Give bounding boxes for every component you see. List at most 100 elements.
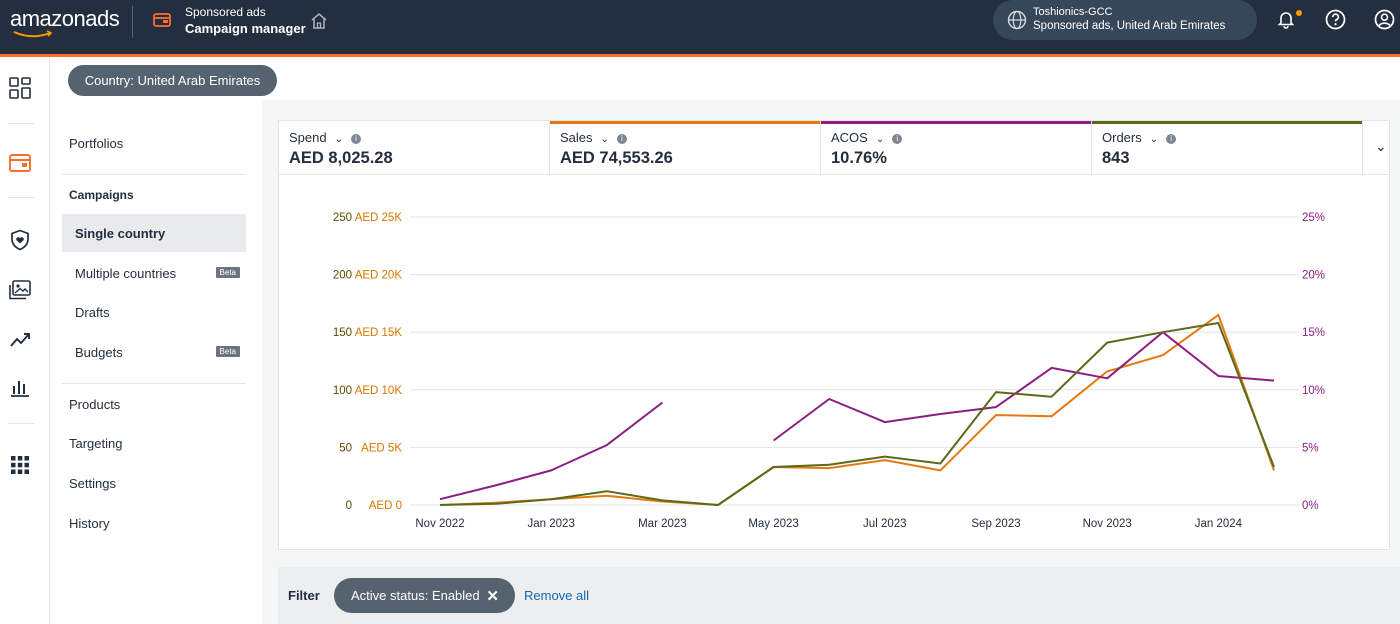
media-library-icon[interactable] bbox=[9, 279, 31, 301]
x-tick-label: Jan 2024 bbox=[1195, 518, 1243, 530]
nav-divider bbox=[62, 174, 246, 175]
chevron-down-icon: ⌄ bbox=[875, 134, 885, 145]
nav-campaigns-header[interactable]: Campaigns bbox=[69, 188, 134, 202]
home-icon[interactable] bbox=[310, 12, 328, 30]
product-line-2: Campaign manager bbox=[185, 21, 306, 36]
info-icon: i bbox=[350, 134, 361, 144]
nav-single-country[interactable]: Single country bbox=[62, 214, 246, 252]
globe-icon bbox=[1007, 10, 1027, 30]
x-tick-label: May 2023 bbox=[748, 518, 799, 530]
series-line-orders bbox=[439, 322, 1275, 506]
nav-settings[interactable]: Settings bbox=[69, 476, 116, 491]
metric-value: 843 bbox=[1102, 149, 1130, 167]
filter-label: Filter bbox=[288, 588, 320, 603]
filter-bar: Filter Active status: Enabled ✕ Remove a… bbox=[278, 567, 1400, 624]
nav-products[interactable]: Products bbox=[69, 397, 121, 412]
performance-chart: 0 AED 0 0% 50 AED 5K 5% 100 AED 10K 10% 150 AED 15… bbox=[333, 212, 1325, 530]
account-marketplace: Sponsored ads, United Arab Emirates bbox=[1033, 20, 1226, 32]
metric-value: AED 74,553.26 bbox=[560, 149, 673, 167]
nav-drafts-label: Drafts bbox=[75, 304, 110, 320]
metric-color-bar bbox=[821, 121, 1091, 124]
info-icon: i bbox=[1166, 134, 1177, 144]
shield-icon[interactable] bbox=[9, 229, 31, 251]
nav-budgets-label: Budgets bbox=[75, 344, 123, 360]
y-tick-sales: AED 10K bbox=[355, 385, 403, 397]
metric-orders[interactable]: Orders ⌄ i 843 bbox=[1092, 121, 1363, 175]
notification-dot bbox=[1296, 10, 1302, 16]
y-tick-sales: AED 20K bbox=[355, 270, 403, 282]
metric-acos[interactable]: ACOS ⌄ i 10.76% bbox=[821, 121, 1092, 175]
series-line-acos bbox=[773, 331, 1275, 442]
nav-multiple-countries-label: Multiple countries bbox=[75, 265, 177, 281]
y-tick-sales: AED 25K bbox=[355, 212, 403, 224]
bar-chart-icon[interactable] bbox=[9, 377, 31, 399]
series-line-acos bbox=[439, 401, 664, 501]
expand-chevron-icon[interactable]: ⌄ bbox=[1375, 138, 1387, 154]
y-tick-sales: AED 5K bbox=[361, 442, 402, 454]
series-line-sales bbox=[439, 313, 1275, 506]
account-switcher[interactable]: Toshionics-GCC Sponsored ads, United Ara… bbox=[993, 0, 1257, 40]
header-divider bbox=[132, 6, 133, 38]
account-name: Toshionics-GCC bbox=[1033, 6, 1113, 18]
y-tick-acos: 5% bbox=[1302, 442, 1319, 454]
y-tick-acos: 15% bbox=[1302, 327, 1325, 339]
metric-spacer bbox=[1363, 121, 1389, 175]
y-tick-acos: 0% bbox=[1302, 500, 1319, 512]
logo-smile-icon bbox=[13, 30, 53, 38]
nav-divider bbox=[62, 383, 246, 384]
nav-single-country-label: Single country bbox=[75, 225, 166, 241]
header-accent-line bbox=[0, 54, 1400, 57]
dashboard-icon[interactable] bbox=[9, 77, 31, 99]
campaign-wallet-icon[interactable] bbox=[9, 152, 31, 174]
metric-label[interactable]: ACOS ⌄ i bbox=[831, 130, 903, 145]
x-tick-label: Jul 2023 bbox=[863, 518, 906, 530]
x-tick-label: Nov 2022 bbox=[415, 518, 464, 530]
y-tick-orders: 200 bbox=[333, 270, 352, 282]
active-status-filter-chip[interactable]: Active status: Enabled ✕ bbox=[334, 578, 515, 613]
amazonads-logo[interactable]: amazonads bbox=[10, 6, 120, 38]
filter-chip-label: Active status: Enabled bbox=[351, 588, 480, 603]
country-filter-pill[interactable]: Country: United Arab Emirates bbox=[68, 65, 277, 96]
nav-drafts[interactable]: Drafts bbox=[62, 293, 246, 331]
nav-targeting[interactable]: Targeting bbox=[69, 436, 123, 451]
x-tick-label: Nov 2023 bbox=[1083, 518, 1132, 530]
metric-label[interactable]: Sales ⌄ i bbox=[560, 130, 627, 145]
trend-chart-icon[interactable] bbox=[9, 329, 31, 351]
x-tick-label: Mar 2023 bbox=[638, 518, 687, 530]
rail-divider bbox=[8, 197, 34, 198]
help-icon[interactable] bbox=[1325, 9, 1346, 30]
left-rail bbox=[0, 57, 50, 624]
product-line-1: Sponsored ads bbox=[185, 5, 266, 19]
nav-multiple-countries[interactable]: Multiple countries Beta bbox=[62, 254, 246, 292]
y-tick-orders: 100 bbox=[333, 385, 352, 397]
metric-label[interactable]: Orders ⌄ i bbox=[1102, 130, 1177, 145]
y-tick-sales: AED 0 bbox=[369, 500, 402, 512]
close-icon[interactable]: ✕ bbox=[486, 588, 499, 605]
apps-grid-icon[interactable] bbox=[9, 454, 31, 476]
bell-icon[interactable] bbox=[1276, 9, 1296, 29]
x-tick-label: Sep 2023 bbox=[971, 518, 1020, 530]
user-icon[interactable] bbox=[1374, 9, 1395, 30]
metric-sales[interactable]: Sales ⌄ i AED 74,553.26 bbox=[550, 121, 821, 175]
metric-value: AED 8,025.28 bbox=[289, 149, 393, 167]
metric-value: 10.76% bbox=[831, 149, 887, 167]
y-tick-acos: 10% bbox=[1302, 385, 1325, 397]
nav-portfolios[interactable]: Portfolios bbox=[69, 136, 124, 151]
beta-badge: Beta bbox=[215, 267, 240, 278]
y-tick-orders: 50 bbox=[339, 442, 352, 454]
app-title[interactable]: Sponsored ads Campaign manager bbox=[185, 5, 306, 36]
y-tick-orders: 250 bbox=[333, 212, 352, 224]
y-tick-acos: 25% bbox=[1302, 212, 1325, 224]
remove-all-link[interactable]: Remove all bbox=[524, 588, 590, 603]
metric-spend[interactable]: Spend ⌄ i AED 8,025.28 bbox=[279, 121, 550, 175]
beta-badge: Beta bbox=[215, 346, 240, 357]
chevron-down-icon: ⌄ bbox=[1149, 134, 1159, 145]
x-tick-label: Jan 2023 bbox=[528, 518, 575, 530]
nav-budgets[interactable]: Budgets Beta bbox=[62, 333, 246, 371]
metric-color-bar bbox=[1092, 121, 1362, 124]
metric-label[interactable]: Spend ⌄ i bbox=[289, 130, 361, 145]
rail-divider bbox=[8, 423, 34, 424]
performance-card: Spend ⌄ i AED 8,025.28 Sales ⌄ i AED 74,553.… bbox=[278, 120, 1390, 550]
nav-history[interactable]: History bbox=[69, 516, 110, 531]
top-bar: amazonads Sponsored ads Campaign manager… bbox=[0, 0, 1400, 54]
